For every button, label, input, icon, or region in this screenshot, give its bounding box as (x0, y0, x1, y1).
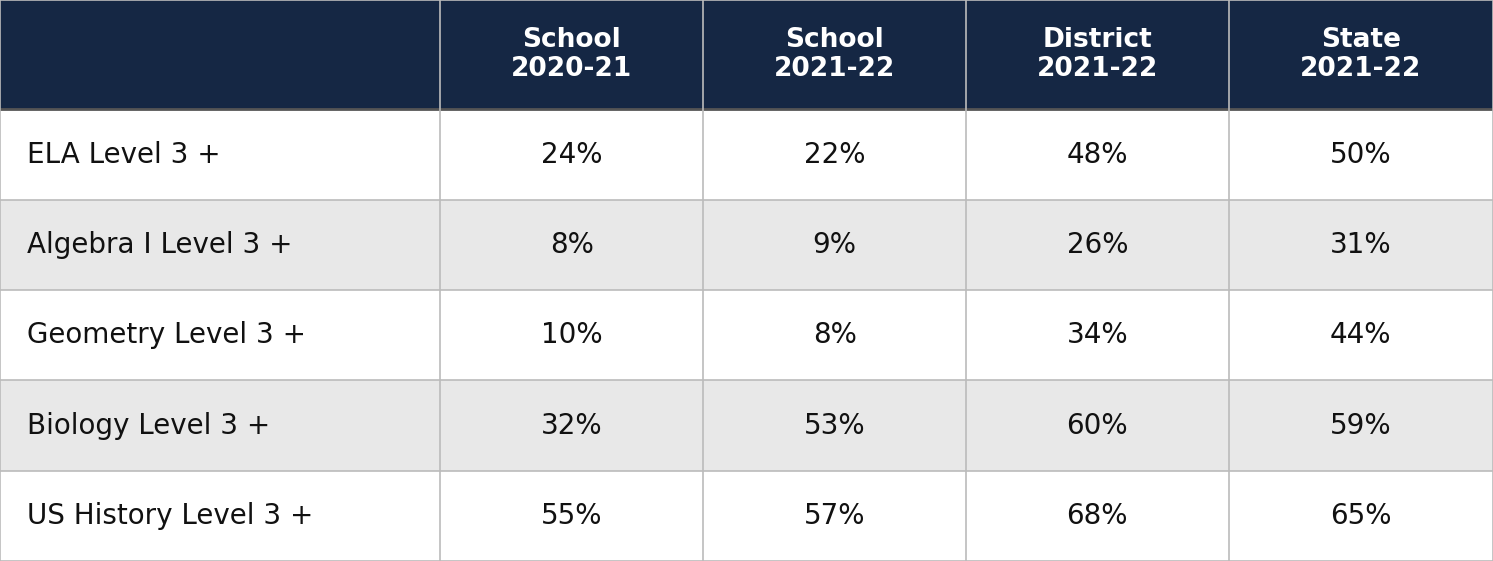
Text: Geometry Level 3 +: Geometry Level 3 + (27, 321, 306, 349)
Text: 2021-22: 2021-22 (1036, 56, 1159, 82)
Bar (0, 380, 1493, 471)
Text: 8%: 8% (549, 231, 594, 259)
Text: District: District (1042, 27, 1153, 53)
Text: 2021-22: 2021-22 (773, 56, 896, 82)
Text: 65%: 65% (1330, 502, 1391, 530)
Text: Biology Level 3 +: Biology Level 3 + (27, 412, 270, 439)
Bar (0, 200, 1493, 290)
Text: 50%: 50% (1330, 141, 1391, 168)
Text: School: School (785, 27, 884, 53)
Text: 48%: 48% (1066, 141, 1129, 168)
Text: 59%: 59% (1330, 412, 1391, 439)
Text: ELA Level 3 +: ELA Level 3 + (27, 141, 221, 168)
Bar (0, 290, 1493, 380)
Bar (0, 0, 440, 109)
Text: 32%: 32% (540, 412, 603, 439)
Text: School: School (523, 27, 621, 53)
Text: State: State (1321, 27, 1400, 53)
Text: 55%: 55% (540, 502, 603, 530)
Text: 57%: 57% (803, 502, 866, 530)
Bar (966, 0, 1229, 109)
Text: 68%: 68% (1066, 502, 1129, 530)
Text: 8%: 8% (812, 321, 857, 349)
Text: 2021-22: 2021-22 (1300, 56, 1421, 82)
Text: 9%: 9% (812, 231, 857, 259)
Text: 60%: 60% (1066, 412, 1129, 439)
Bar (703, 0, 966, 109)
Text: 10%: 10% (540, 321, 603, 349)
Text: 44%: 44% (1330, 321, 1391, 349)
Bar (0, 109, 1493, 200)
Bar (1229, 0, 1493, 109)
Text: 34%: 34% (1066, 321, 1129, 349)
Bar (0, 471, 1493, 561)
Text: 31%: 31% (1330, 231, 1391, 259)
Text: 53%: 53% (803, 412, 866, 439)
Text: 2020-21: 2020-21 (511, 56, 633, 82)
Text: US History Level 3 +: US History Level 3 + (27, 502, 314, 530)
Text: Algebra I Level 3 +: Algebra I Level 3 + (27, 231, 293, 259)
Text: 24%: 24% (540, 141, 603, 168)
Text: 26%: 26% (1066, 231, 1129, 259)
Bar (440, 0, 703, 109)
Text: 22%: 22% (803, 141, 866, 168)
